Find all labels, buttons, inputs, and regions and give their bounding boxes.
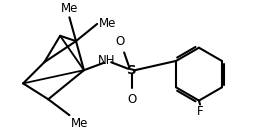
Text: O: O	[127, 93, 136, 106]
Text: NH: NH	[98, 54, 115, 67]
Text: F: F	[197, 105, 204, 118]
Text: Me: Me	[71, 117, 89, 130]
Text: O: O	[115, 35, 124, 48]
Text: Me: Me	[61, 3, 78, 15]
Text: Me: Me	[99, 17, 116, 30]
Text: S: S	[127, 64, 136, 77]
